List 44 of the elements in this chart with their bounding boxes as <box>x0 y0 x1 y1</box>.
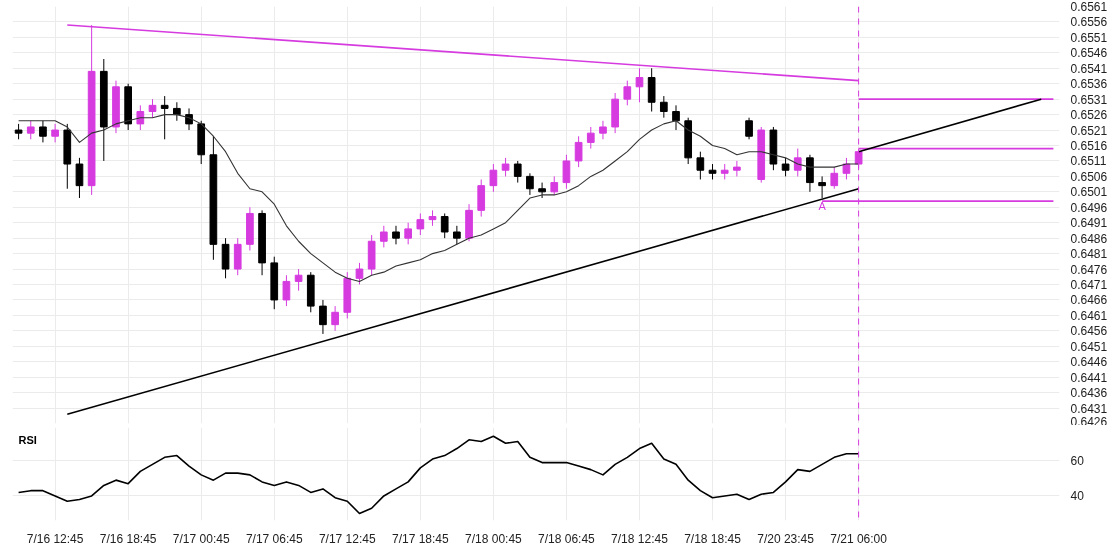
y-tick-label: 0.6426 <box>1070 414 1108 429</box>
y-tick-label: 0.6551 <box>1070 30 1108 45</box>
y-tick-label: 0.6516 <box>1070 139 1108 153</box>
y-tick-label: 0.6501 <box>1070 185 1108 200</box>
x-tick-label: 7/17 12:45 <box>318 531 376 546</box>
y-tick-label: 0.6521 <box>1070 123 1108 138</box>
y-tick-label: 0.6431 <box>1070 401 1108 416</box>
x-tick-label: 7/17 06:45 <box>245 531 303 546</box>
y-tick-label: 0.6441 <box>1070 370 1108 385</box>
x-tick-label: 7/17 00:45 <box>172 531 230 546</box>
text: RSI <box>18 433 37 446</box>
annotation: A <box>818 200 827 213</box>
y-tick-label: 0.6491 <box>1070 216 1108 231</box>
y-tick-label: 0.6536 <box>1070 77 1108 92</box>
x-tick-label: 7/18 00:45 <box>465 531 523 546</box>
y-tick-label: 0.6541 <box>1070 61 1108 76</box>
y-tick-label: 0.6506 <box>1070 169 1108 184</box>
y-tick-label: 0.6481 <box>1070 247 1108 262</box>
y-tick-label: 0.6561 <box>1070 0 1108 14</box>
x-tick-label: 7/18 12:45 <box>611 531 669 546</box>
y-tick-label: 0.6511 <box>1070 154 1107 169</box>
x-tick-label: 7/16 18:45 <box>99 531 157 546</box>
y-tick-label: 0.6476 <box>1070 262 1108 277</box>
x-tick-label: 7/20 23:45 <box>757 531 815 546</box>
y-tick-label: 0.6461 <box>1070 308 1108 323</box>
y-tick-label: 0.6451 <box>1070 339 1108 354</box>
y-tick-label: 0.6546 <box>1070 46 1108 61</box>
y-tick-label: 0.6556 <box>1070 15 1108 30</box>
y-tick-label: 0.6456 <box>1070 324 1108 339</box>
y-tick-label: 0.6526 <box>1070 108 1108 123</box>
x-tick-label: 7/17 18:45 <box>391 531 450 546</box>
y-tick-label: 0.6486 <box>1070 231 1108 246</box>
x-tick-label: 7/16 12:45 <box>26 531 84 546</box>
y-tick-label: 40 <box>1070 489 1085 504</box>
y-tick-label: 0.6446 <box>1070 355 1108 370</box>
y-tick-label: 0.6466 <box>1070 293 1108 308</box>
y-tick-label: 0.6531 <box>1070 92 1108 107</box>
x-tick-label: 7/18 18:45 <box>684 531 742 546</box>
x-tick-label: 7/21 06:00 <box>830 531 888 546</box>
y-tick-label: 0.6496 <box>1070 200 1108 215</box>
y-tick-label: 0.6471 <box>1070 278 1108 292</box>
x-tick-label: 7/18 06:45 <box>538 531 596 546</box>
y-tick-label: 0.6436 <box>1070 386 1108 401</box>
y-tick-label: 60 <box>1070 454 1085 469</box>
